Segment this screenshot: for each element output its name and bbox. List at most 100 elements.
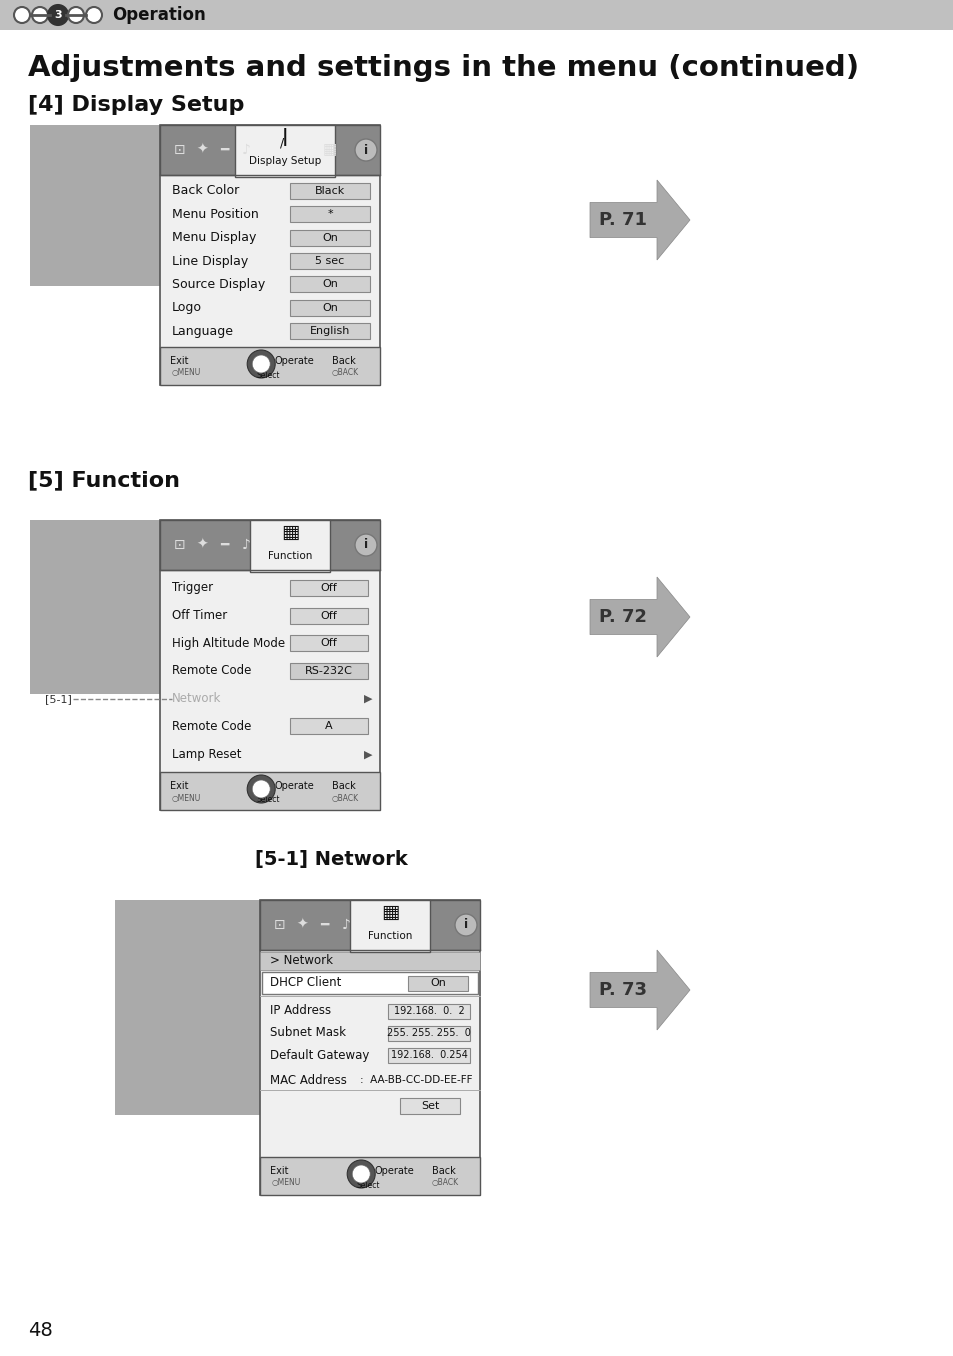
Bar — [388, 1003, 470, 1018]
Polygon shape — [589, 180, 689, 260]
Bar — [160, 519, 379, 810]
Bar — [30, 125, 162, 286]
Text: Line Display: Line Display — [172, 255, 248, 267]
Text: Exit: Exit — [170, 781, 189, 791]
Circle shape — [252, 355, 270, 373]
Bar — [350, 900, 430, 952]
Text: P. 71: P. 71 — [598, 212, 647, 229]
Text: Logo: Logo — [172, 301, 202, 315]
Text: A: A — [325, 721, 333, 731]
Text: DHCP Client: DHCP Client — [270, 976, 341, 990]
Text: 5 sec: 5 sec — [315, 256, 344, 266]
Bar — [290, 323, 370, 339]
Text: Exit: Exit — [270, 1166, 288, 1176]
Text: 192.168.  0.254: 192.168. 0.254 — [390, 1050, 467, 1060]
Circle shape — [247, 776, 274, 803]
Text: i: i — [463, 918, 468, 932]
Text: On: On — [322, 279, 337, 289]
Text: ━: ━ — [219, 142, 228, 157]
Text: 192.168.  0.  2: 192.168. 0. 2 — [394, 1006, 464, 1016]
Text: High Altitude Mode: High Altitude Mode — [172, 637, 285, 650]
Bar — [290, 635, 368, 651]
Text: Off: Off — [320, 610, 337, 621]
Text: ♪: ♪ — [241, 142, 251, 157]
Bar — [234, 125, 335, 178]
Text: Off: Off — [320, 639, 337, 648]
Text: ━: ━ — [319, 918, 328, 932]
Polygon shape — [589, 578, 689, 658]
Text: Back: Back — [332, 357, 355, 366]
Bar — [290, 663, 368, 679]
Text: ▦: ▦ — [380, 903, 398, 922]
Circle shape — [32, 7, 48, 23]
Text: Select: Select — [256, 796, 279, 804]
Text: Black: Black — [314, 186, 345, 195]
Text: Off Timer: Off Timer — [172, 609, 227, 622]
Circle shape — [48, 5, 68, 24]
Text: ⊡: ⊡ — [174, 142, 186, 157]
Text: Remote Code: Remote Code — [172, 664, 251, 678]
Text: Language: Language — [172, 325, 233, 338]
Text: Select: Select — [256, 370, 279, 380]
Circle shape — [247, 350, 274, 378]
Text: ━: ━ — [219, 538, 228, 552]
Circle shape — [355, 140, 376, 161]
Bar — [388, 1025, 470, 1040]
Bar — [399, 1098, 459, 1115]
Bar — [290, 607, 368, 624]
Text: Operate: Operate — [274, 781, 314, 791]
Text: Function: Function — [368, 932, 412, 941]
Text: ✦: ✦ — [196, 142, 208, 157]
Circle shape — [14, 7, 30, 23]
Text: Back Color: Back Color — [172, 184, 239, 197]
Circle shape — [347, 1159, 375, 1188]
Text: Operate: Operate — [374, 1166, 414, 1176]
Text: [4] Display Setup: [4] Display Setup — [28, 95, 244, 115]
Bar — [30, 519, 162, 694]
Text: Menu Display: Menu Display — [172, 231, 256, 244]
Text: i: i — [363, 538, 368, 552]
Text: On: On — [430, 978, 445, 989]
Bar — [290, 229, 370, 245]
Text: ○BACK: ○BACK — [431, 1178, 458, 1188]
Text: On: On — [322, 233, 337, 243]
Text: Menu Position: Menu Position — [172, 207, 258, 221]
Text: On: On — [322, 302, 337, 313]
Bar — [290, 206, 370, 222]
Bar — [260, 1157, 479, 1195]
Text: 48: 48 — [28, 1321, 52, 1340]
Text: :  AA-BB-CC-DD-EE-FF: : AA-BB-CC-DD-EE-FF — [359, 1075, 472, 1085]
Circle shape — [455, 914, 476, 936]
Circle shape — [252, 780, 270, 797]
Text: [5] Function: [5] Function — [28, 471, 180, 490]
Text: ▦: ▦ — [280, 522, 299, 541]
Bar — [160, 519, 379, 570]
Bar — [0, 0, 953, 30]
Text: IP Address: IP Address — [270, 1005, 331, 1017]
Polygon shape — [589, 951, 689, 1031]
Text: Remote Code: Remote Code — [172, 720, 251, 734]
Text: [5-1]: [5-1] — [45, 694, 71, 704]
Text: Function: Function — [268, 551, 312, 561]
Text: Display Setup: Display Setup — [249, 156, 321, 165]
Text: Select: Select — [355, 1181, 379, 1189]
Bar — [160, 125, 379, 175]
Text: P. 72: P. 72 — [598, 607, 647, 626]
Bar — [290, 183, 370, 199]
Text: ○MENU: ○MENU — [172, 793, 201, 803]
Circle shape — [68, 7, 84, 23]
Bar — [290, 580, 368, 595]
Text: /: / — [279, 137, 284, 149]
Text: Set: Set — [420, 1101, 438, 1111]
Text: Exit: Exit — [170, 357, 189, 366]
Text: Back: Back — [431, 1166, 455, 1176]
Text: ♪: ♪ — [341, 918, 350, 932]
Text: ▶: ▶ — [363, 749, 372, 759]
Bar — [290, 300, 370, 316]
Text: Network: Network — [172, 692, 221, 705]
Bar — [260, 900, 479, 1195]
Text: Operation: Operation — [112, 5, 206, 24]
Bar — [160, 347, 379, 385]
Text: ⊡: ⊡ — [274, 918, 286, 932]
Text: Back: Back — [332, 781, 355, 791]
